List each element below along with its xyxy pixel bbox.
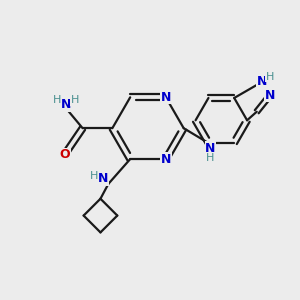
Text: H: H <box>70 95 79 106</box>
Text: H: H <box>266 72 274 82</box>
Text: N: N <box>161 153 171 166</box>
Text: N: N <box>161 91 171 104</box>
Text: N: N <box>98 172 109 185</box>
Text: H: H <box>53 95 61 106</box>
Text: N: N <box>205 142 216 154</box>
Text: H: H <box>90 171 99 181</box>
Text: O: O <box>59 148 70 161</box>
Text: N: N <box>257 75 267 88</box>
Text: N: N <box>265 88 275 102</box>
Text: N: N <box>61 98 71 111</box>
Text: H: H <box>206 153 214 163</box>
